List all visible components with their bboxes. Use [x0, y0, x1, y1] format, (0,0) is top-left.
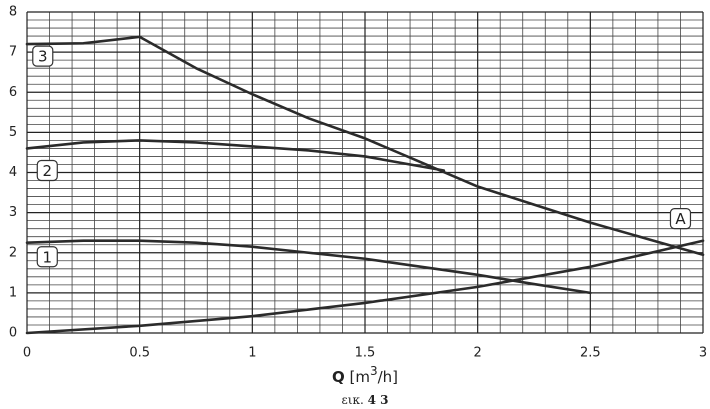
curve	[25, 139, 446, 172]
y-tick-label: 8	[9, 5, 17, 20]
y-tick-label: 0	[9, 326, 17, 341]
x-tick-label: 1	[248, 346, 256, 361]
curve-label: 1	[43, 248, 53, 266]
y-tick-label: 3	[9, 205, 17, 220]
x-tick-label: 0.5	[129, 346, 150, 361]
x-tick-label: 1.5	[355, 346, 376, 361]
x-label-power: 3	[370, 364, 378, 378]
y-tick-label: 7	[9, 45, 17, 60]
y-tick-label: 5	[9, 125, 17, 140]
curve-label: 3	[38, 48, 48, 66]
curve-label: 2	[43, 162, 53, 180]
x-tick-label: 2	[474, 346, 482, 361]
curve	[25, 35, 705, 257]
x-label-unit: [m	[350, 368, 370, 386]
y-tick-label: 2	[9, 245, 17, 260]
y-tick-label: 4	[9, 165, 17, 180]
x-tick-label: 0	[23, 346, 31, 361]
caption-number: 4 3	[368, 393, 389, 407]
x-label-symbol: Q	[332, 368, 345, 386]
caption: εικ. 4 3	[342, 393, 389, 407]
curve-label-box	[32, 45, 54, 67]
caption-prefix: εικ.	[342, 393, 364, 407]
curve-label-box	[669, 208, 692, 230]
curve-label-box	[36, 246, 58, 268]
x-label-unit-end: /h]	[378, 368, 398, 386]
curve-label-box	[36, 159, 58, 182]
curve	[25, 239, 592, 295]
x-tick-label: 3	[699, 346, 707, 361]
y-tick-label: 6	[9, 85, 17, 100]
x-tick-label: 2.5	[580, 346, 601, 361]
curve	[25, 239, 705, 335]
x-axis-label: Q [m3/h]	[332, 364, 398, 386]
y-tick-label: 1	[9, 285, 17, 300]
curve-label: A	[675, 210, 686, 228]
